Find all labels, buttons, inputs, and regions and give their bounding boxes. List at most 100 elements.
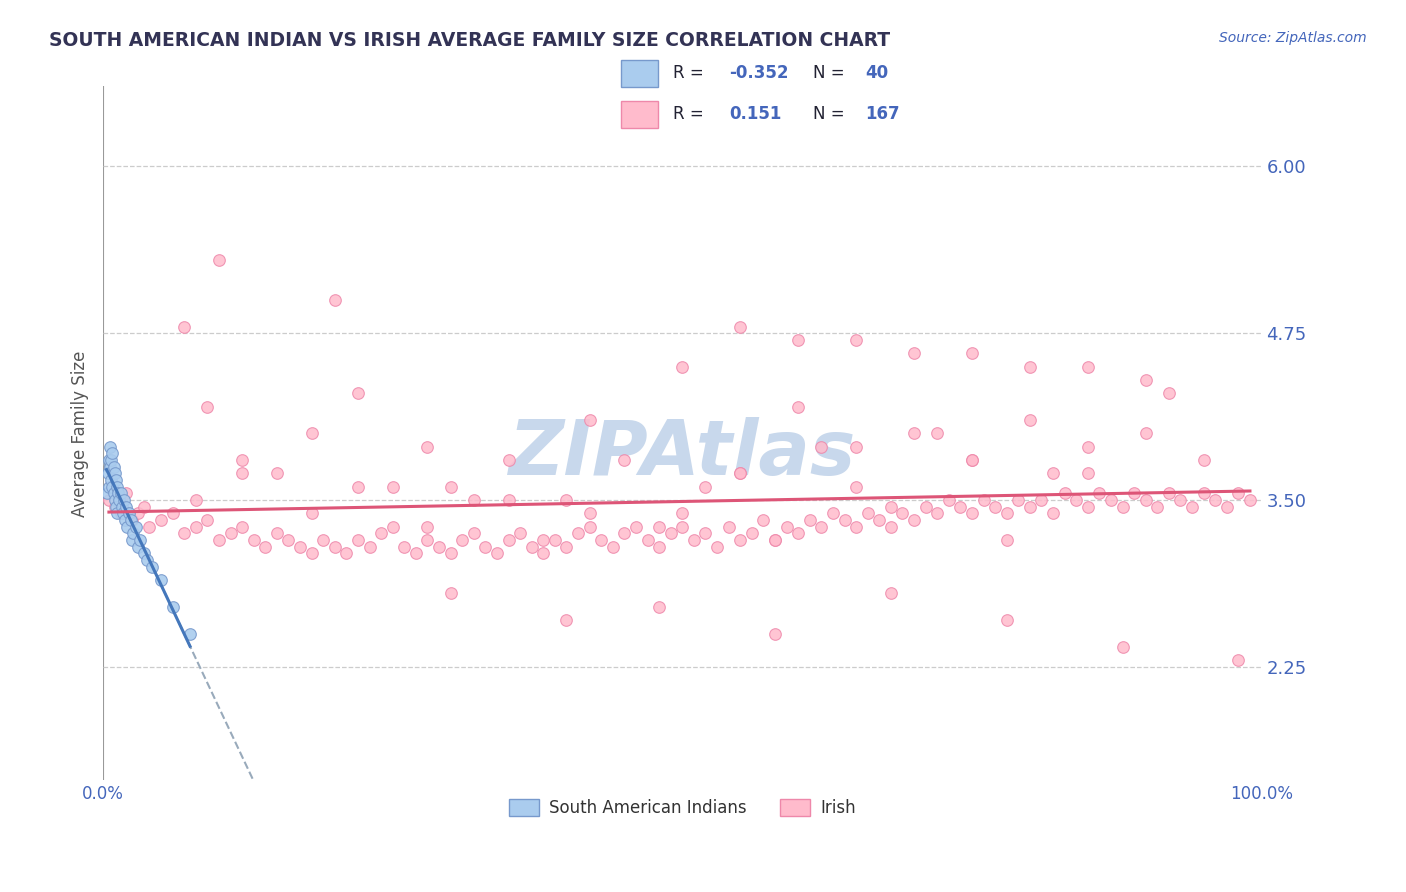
Point [323,293,346,307]
Point [1042,467,1064,481]
Point [111,500,134,514]
Point [706,540,728,554]
Point [301,507,323,521]
Point [231,453,253,467]
Point [903,346,925,360]
Point [695,526,717,541]
Point [312,533,335,547]
Point [301,426,323,441]
Point [1031,493,1053,508]
Point [868,513,890,527]
Point [427,540,450,554]
Text: 40: 40 [865,64,889,82]
Point [1146,500,1168,514]
Point [531,533,554,547]
Point [97,453,120,467]
Point [717,520,740,534]
Text: N =: N = [813,64,849,82]
Point [111,507,134,521]
Point [613,453,636,467]
Point [1088,486,1111,500]
Point [370,526,392,541]
Point [775,520,797,534]
Point [960,507,983,521]
Point [195,513,218,527]
Point [416,533,439,547]
Point [405,546,427,560]
Y-axis label: Average Family Size: Average Family Size [72,351,89,516]
Point [1077,359,1099,374]
Point [242,533,264,547]
Point [1111,640,1133,654]
Text: R =: R = [673,105,710,123]
Point [347,533,370,547]
Point [1123,486,1146,500]
Point [136,553,159,567]
Point [184,493,207,508]
Point [1042,507,1064,521]
Point [110,507,132,521]
Point [108,493,131,508]
Point [880,586,903,600]
Point [138,520,160,534]
Text: SOUTH AMERICAN INDIAN VS IRISH AVERAGE FAMILY SIZE CORRELATION CHART: SOUTH AMERICAN INDIAN VS IRISH AVERAGE F… [49,31,890,50]
Point [440,480,463,494]
Point [173,526,195,541]
Point [821,507,844,521]
Point [995,507,1018,521]
Point [132,546,155,560]
Point [184,520,207,534]
Point [995,613,1018,627]
Point [150,513,173,527]
Point [1064,493,1087,508]
Point [960,346,983,360]
Point [121,513,143,527]
Point [132,500,155,514]
Point [117,520,139,534]
Point [1111,500,1133,514]
Point [440,546,463,560]
Point [648,540,671,554]
Point [613,526,636,541]
Point [671,359,693,374]
Point [960,453,983,467]
Point [591,533,613,547]
Point [103,486,125,500]
Point [914,500,936,514]
Point [114,513,136,527]
Point [1192,453,1215,467]
Bar [621,60,658,87]
Point [1018,359,1040,374]
Point [763,626,786,640]
Point [195,400,218,414]
Point [671,507,693,521]
Point [984,500,1007,514]
Point [485,546,508,560]
Point [763,533,786,547]
Point [555,613,578,627]
Point [463,526,485,541]
Point [728,467,751,481]
Point [1077,440,1099,454]
Point [359,540,381,554]
Point [787,400,810,414]
Text: 0.151: 0.151 [730,105,782,123]
Point [254,540,277,554]
Point [1018,500,1040,514]
Point [973,493,995,508]
Point [752,513,775,527]
Point [927,507,949,521]
Point [544,533,567,547]
Point [103,459,125,474]
Point [671,520,693,534]
Point [347,386,370,401]
Point [104,467,127,481]
Point [179,626,201,640]
Point [787,333,810,347]
Point [288,540,311,554]
Point [498,453,520,467]
Point [1157,386,1180,401]
Legend: South American Indians, Irish: South American Indians, Irish [502,792,862,824]
Point [107,486,129,500]
Point [1157,486,1180,500]
